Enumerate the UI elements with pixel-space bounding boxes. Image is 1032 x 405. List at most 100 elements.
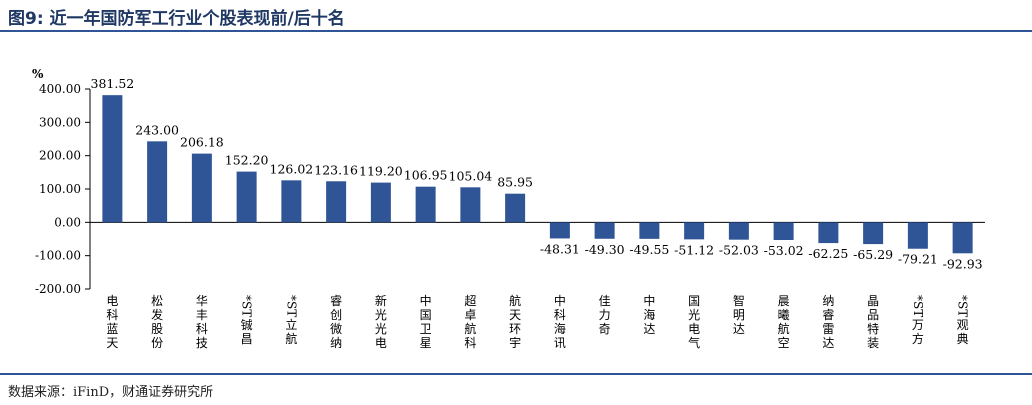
category-label-part: *ST <box>911 295 925 317</box>
category-label-char: 中 <box>554 293 566 308</box>
bar <box>863 222 884 245</box>
category-label-char: 创 <box>330 308 342 322</box>
bar-series <box>102 95 973 254</box>
category-label-char: 中 <box>420 293 432 308</box>
bar <box>460 187 481 223</box>
category-label-char: 品 <box>867 308 879 322</box>
category-label-part: *ST <box>956 295 970 317</box>
category-label-char: 国 <box>420 308 432 322</box>
bar <box>191 153 212 223</box>
data-label: -65.29 <box>853 247 893 262</box>
category-label-char: 航 <box>509 293 521 308</box>
footer-divider <box>0 373 1032 375</box>
category-label-char: 昌 <box>241 332 253 346</box>
category-label-char: 航 <box>464 321 476 336</box>
category-label-char: 电 <box>106 294 118 308</box>
category-label: 佳力奇 <box>599 294 611 336</box>
bar-chart: %400.00 300.00 200.00 100.00 0.00 -100.00 -200… <box>32 67 985 350</box>
category-label-char: 曦 <box>778 308 790 322</box>
category-label-char: 典 <box>957 332 969 346</box>
data-label: 243.00 <box>135 122 179 137</box>
data-label: -79.21 <box>898 252 938 267</box>
data-label: -49.55 <box>629 242 669 257</box>
category-label-char: 华 <box>196 294 208 308</box>
bar <box>102 95 123 223</box>
category-label-char: 海 <box>643 307 655 322</box>
data-label: 206.18 <box>180 135 224 150</box>
data-label: -62.25 <box>808 246 848 261</box>
data-label: -49.30 <box>585 242 625 257</box>
category-label-char: 晨 <box>778 294 790 308</box>
y-tick-label: -200.00 <box>35 282 81 296</box>
category-label-char: 气 <box>688 335 700 350</box>
data-label: 119.20 <box>359 164 403 179</box>
category-label-char: 份 <box>151 336 163 350</box>
y-tick-label: 200.00 <box>39 149 81 163</box>
y-tick-label: 400.00 <box>39 82 81 96</box>
category-label-char: 达 <box>643 322 655 336</box>
category-label-char: 明 <box>733 308 745 322</box>
category-label-char: 雷 <box>822 322 834 336</box>
title-divider <box>0 30 1032 32</box>
data-label: -48.31 <box>540 241 580 256</box>
y-tick-label: 300.00 <box>39 115 81 129</box>
category-label-char: 蓝 <box>106 322 118 336</box>
category-label-char: 空 <box>778 336 790 350</box>
bar <box>326 181 347 223</box>
category-label-char: 科 <box>554 308 566 322</box>
category-labels: 电科蓝天松发股份华丰科技*ST铖昌*ST立航睿创微纳新光光电中国卫星超卓航科航天… <box>106 293 969 350</box>
category-label-char: 力 <box>599 308 611 322</box>
category-label-char: 科 <box>196 322 208 336</box>
data-label: 105.04 <box>449 168 493 183</box>
category-label: 智明达 <box>733 293 745 336</box>
data-label: -52.03 <box>719 243 759 258</box>
category-label-char: 卓 <box>464 308 476 322</box>
bar <box>639 222 660 239</box>
category-label-char: 卫 <box>420 322 432 336</box>
y-tick-label: -100.00 <box>35 249 81 263</box>
category-label-char: 佳 <box>599 294 611 308</box>
bar <box>684 222 705 240</box>
category-label-char: 特 <box>867 321 879 336</box>
category-label-char: 天 <box>509 308 521 322</box>
category-label-char: 达 <box>822 336 834 350</box>
category-label-char: 中 <box>643 293 655 308</box>
category-label-part: *ST <box>284 295 298 317</box>
category-label-char: 睿 <box>330 293 342 308</box>
category-label-char: 纳 <box>822 294 834 308</box>
bar <box>236 171 257 223</box>
category-label: 中海达 <box>643 293 655 336</box>
data-label: 381.52 <box>91 76 135 91</box>
data-label: 152.20 <box>225 153 269 168</box>
category-label-char: 环 <box>509 322 521 336</box>
bar <box>147 141 168 223</box>
data-label: 126.02 <box>270 161 314 176</box>
category-label-char: 股 <box>151 322 163 336</box>
bar <box>728 222 749 240</box>
data-label: -51.12 <box>674 242 714 257</box>
category-label-part: *ST <box>240 295 254 317</box>
category-label-char: 光 <box>375 308 387 322</box>
category-label-char: 讯 <box>554 336 566 350</box>
category-label-char: 达 <box>733 322 745 336</box>
bar <box>370 182 391 223</box>
category-label-char: 航 <box>778 321 790 336</box>
y-tick-label: 100.00 <box>39 182 81 196</box>
category-label-char: 天 <box>106 336 118 350</box>
category-label-char: 海 <box>554 321 566 336</box>
data-label: 123.16 <box>314 162 358 177</box>
category-label-char: 新 <box>375 293 387 308</box>
data-label: 106.95 <box>404 168 448 183</box>
figure-title: 图9: 近一年国防军工行业个股表现前/后十名 <box>8 9 345 29</box>
